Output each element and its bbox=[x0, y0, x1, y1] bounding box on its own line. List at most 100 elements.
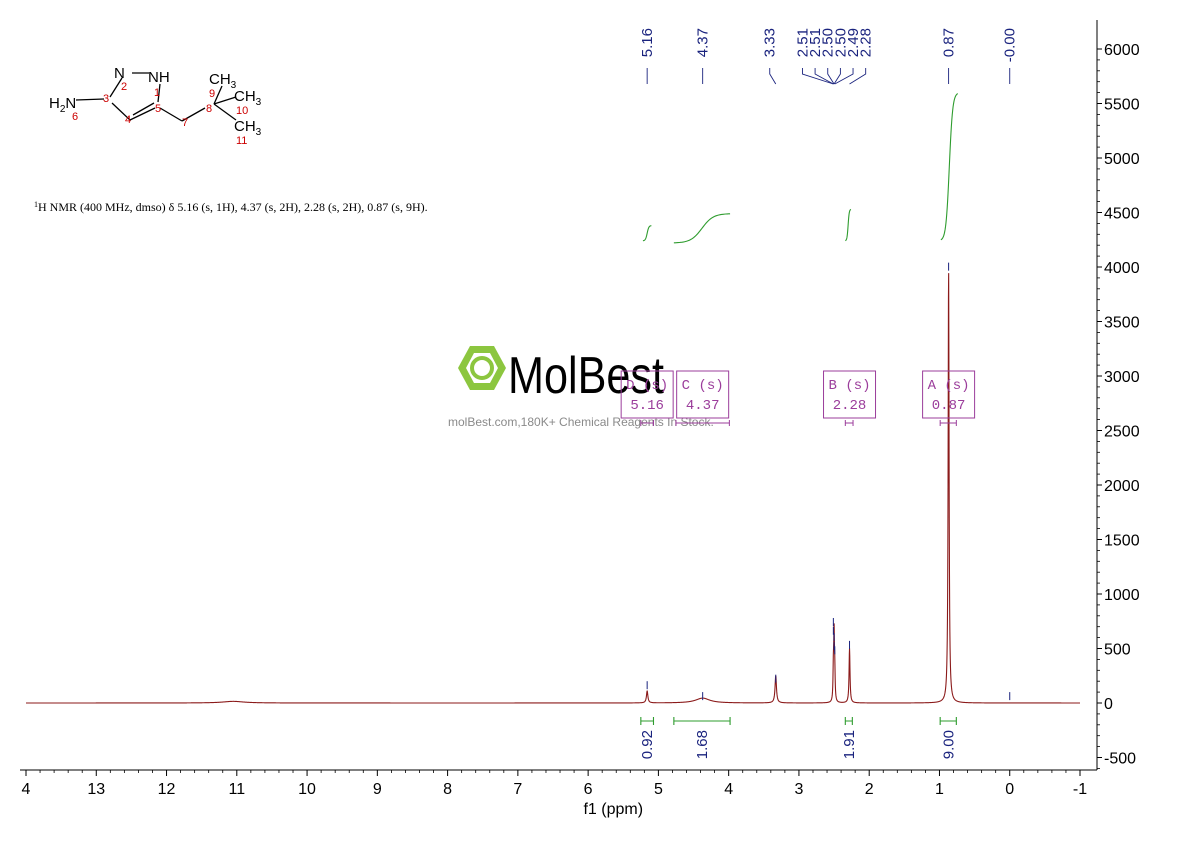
atom-number-4: 4 bbox=[125, 114, 131, 126]
integral-bracket bbox=[673, 717, 731, 725]
integral-curve bbox=[940, 93, 959, 241]
peak-labels: 5.16 4.37 3.33 2.512.512.502.502.492.28 0.87… bbox=[639, 28, 1019, 85]
multiplet-range bbox=[640, 420, 654, 426]
x-tick-label: 2 bbox=[865, 781, 874, 798]
multiplet-shift: 4.37 bbox=[686, 398, 720, 414]
atom-h2n: H2N bbox=[49, 95, 76, 115]
y-tick-label: 5000 bbox=[1104, 151, 1140, 168]
multiplet-box: B (s) 2.28 bbox=[823, 370, 877, 426]
x-tick-label: 8 bbox=[443, 781, 452, 798]
x-axis: 4 13 12 11 10 9 8 7 6 5 4 3 2 1 0 -1f1 (ppm) bbox=[20, 769, 1097, 818]
x-tick-label: 3 bbox=[794, 781, 803, 798]
integral-curve bbox=[845, 208, 852, 242]
atom-nh: NH bbox=[148, 69, 170, 86]
atom-number-7: 7 bbox=[182, 117, 188, 129]
x-tick-label: 5 bbox=[654, 781, 663, 798]
x-tick-label: 11 bbox=[228, 781, 245, 798]
peak-leader bbox=[827, 68, 835, 85]
peak-label: 0.87 bbox=[941, 28, 958, 57]
peak-leader bbox=[834, 68, 854, 85]
multiplet-label: A (s) bbox=[928, 378, 970, 394]
nmr-description: 1H NMR (400 MHz, dmso) δ 5.16 (s, 1H), 4… bbox=[34, 200, 428, 214]
atom-number-11: 11 bbox=[236, 135, 247, 147]
y-tick-label: -500 bbox=[1104, 751, 1136, 768]
multiplet-shift: 5.16 bbox=[630, 398, 664, 414]
peak-label: -0.00 bbox=[1002, 28, 1019, 62]
multiplet-frame bbox=[922, 370, 976, 419]
atom-number-8: 8 bbox=[206, 103, 212, 115]
nmr-superscript: 1 bbox=[34, 200, 38, 209]
integral-bracket bbox=[844, 717, 853, 725]
multiplet-range bbox=[939, 420, 957, 426]
y-tick-label: 6000 bbox=[1104, 42, 1140, 59]
x-tick-label: 13 bbox=[87, 781, 105, 798]
nmr-description-text: H NMR (400 MHz, dmso) δ 5.16 (s, 1H), 4.… bbox=[38, 200, 428, 214]
y-tick-label: 500 bbox=[1104, 642, 1131, 659]
y-tick-label: 2500 bbox=[1104, 424, 1140, 441]
y-tick-label: 1500 bbox=[1104, 533, 1140, 550]
multiplet-range bbox=[844, 420, 854, 426]
y-axis: 6000550050004500400035003000250020001500… bbox=[1096, 20, 1140, 770]
x-tick-label: 4 bbox=[724, 781, 733, 798]
x-tick-label: 10 bbox=[298, 781, 316, 798]
multiplet-label: B (s) bbox=[829, 378, 871, 394]
integral-value: 1.68 bbox=[694, 730, 711, 759]
multiplet-box: A (s) 0.87 bbox=[922, 370, 976, 426]
multiplet-label: D (s) bbox=[626, 378, 668, 394]
y-tick-label: 0 bbox=[1104, 696, 1113, 713]
spectrum-line bbox=[26, 273, 1080, 704]
atom-n2: N bbox=[114, 65, 125, 82]
integral-curve bbox=[642, 225, 652, 242]
multiplet-shift: 2.28 bbox=[833, 398, 867, 414]
peak-leader bbox=[849, 68, 867, 85]
integral-bracket bbox=[939, 717, 957, 725]
plot-area: 5.16 4.37 3.33 2.512.512.502.502.492.28 0.87… bbox=[26, 28, 1080, 759]
y-tick-label: 1000 bbox=[1104, 587, 1140, 604]
peak-leader bbox=[814, 68, 834, 85]
molbest-watermark: MolBest molBest.com,180K+ Chemical Reage… bbox=[448, 346, 714, 429]
atom-number-2: 2 bbox=[121, 81, 127, 93]
x-tick-label: -1 bbox=[1073, 781, 1087, 798]
benzene-logo-icon bbox=[458, 346, 506, 390]
peak-label: 2.50 bbox=[820, 28, 837, 57]
atom-number-9: 9 bbox=[209, 88, 215, 100]
atom-ch3-middle: CH3 bbox=[234, 88, 262, 108]
multiplet-label: C (s) bbox=[682, 378, 724, 394]
integral-value: 9.00 bbox=[940, 730, 957, 759]
integral-value: 0.92 bbox=[639, 730, 656, 759]
peak-label: 3.33 bbox=[762, 28, 779, 57]
x-tick-label: 12 bbox=[158, 781, 176, 798]
integral-curve bbox=[673, 213, 731, 244]
peak-label: 2.50 bbox=[832, 28, 849, 57]
atom-ch3-bottom: CH3 bbox=[234, 118, 262, 138]
x-tick-label: 6 bbox=[584, 781, 593, 798]
x-tick-label: 4 bbox=[22, 781, 31, 798]
x-tick-label: 7 bbox=[513, 781, 522, 798]
chemical-structure: N NH H2N CH3 CH3 CH3 1 2 3 4 5 6 7 8 9 1… bbox=[49, 65, 262, 147]
atom-number-5: 5 bbox=[155, 103, 161, 115]
y-tick-label: 4500 bbox=[1104, 206, 1140, 223]
watermark-tagline: molBest.com,180K+ Chemical Reagents In S… bbox=[448, 415, 714, 429]
peak-label: 2.51 bbox=[807, 28, 824, 57]
atom-number-6: 6 bbox=[72, 111, 78, 123]
atom-ch3-top: CH3 bbox=[209, 71, 237, 91]
peak-leader bbox=[801, 68, 834, 85]
peak-label: 2.28 bbox=[858, 28, 875, 57]
x-axis-label: f1 (ppm) bbox=[583, 801, 643, 818]
peak-label: 2.51 bbox=[794, 28, 811, 57]
y-tick-label: 2000 bbox=[1104, 478, 1140, 495]
multiplet-box: C (s) 4.37 bbox=[675, 370, 730, 426]
multiplet-box: D (s) 5.16 bbox=[620, 370, 674, 426]
y-tick-label: 4000 bbox=[1104, 260, 1140, 277]
multiplet-frame bbox=[620, 370, 674, 419]
peak-leader bbox=[769, 68, 777, 85]
atom-number-3: 3 bbox=[103, 93, 109, 105]
x-tick-label: 9 bbox=[373, 781, 382, 798]
peak-label: 4.37 bbox=[695, 28, 712, 57]
multiplet-frame bbox=[823, 370, 877, 419]
multiplet-shift: 0.87 bbox=[932, 398, 966, 414]
peak-leader bbox=[833, 68, 841, 85]
multiplet-frame bbox=[676, 370, 730, 419]
y-tick-label: 5500 bbox=[1104, 97, 1140, 114]
